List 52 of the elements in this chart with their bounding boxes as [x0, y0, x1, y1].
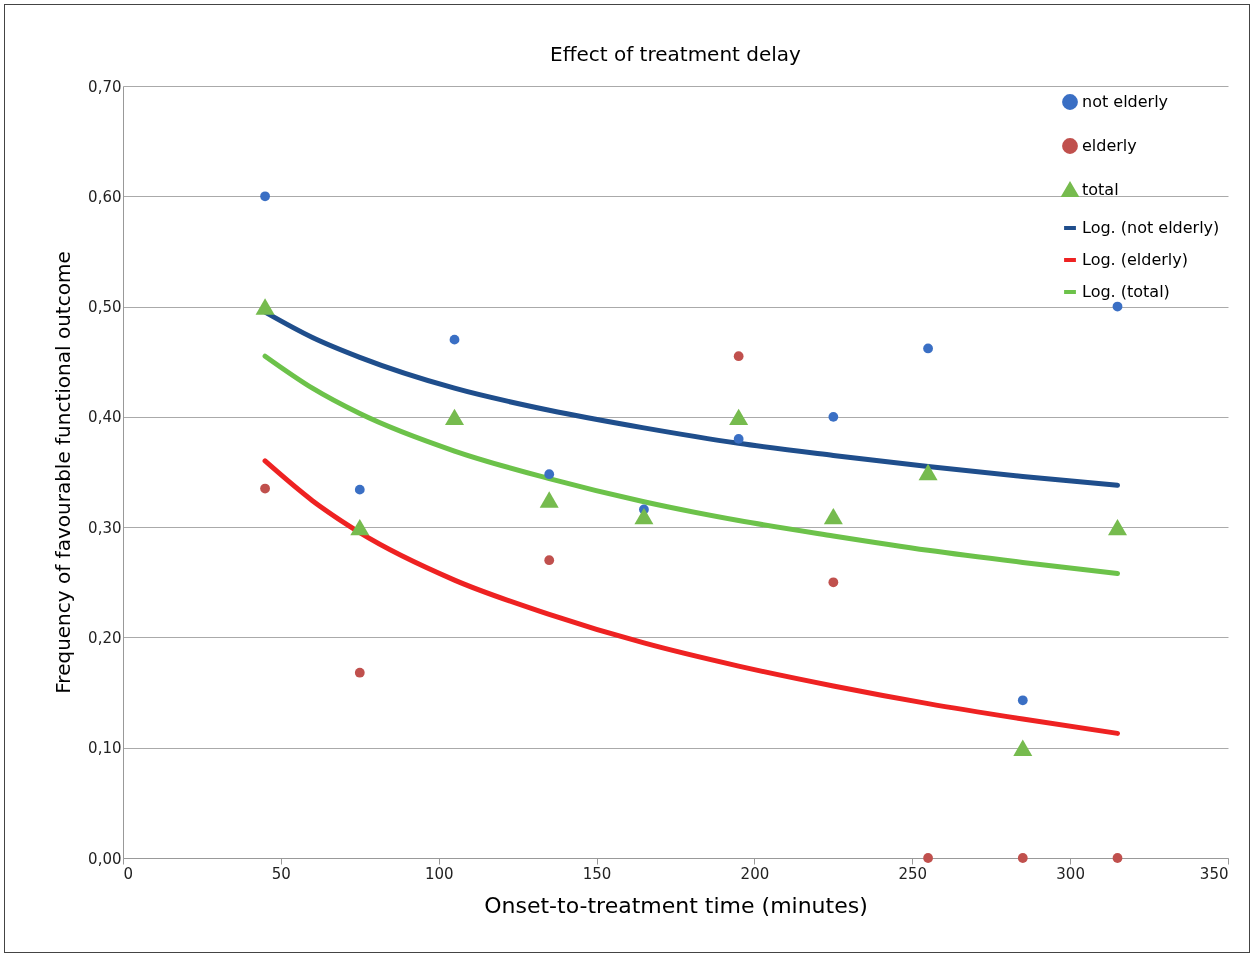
point	[544, 469, 555, 480]
point	[1112, 853, 1123, 863]
y-axis-title: Frequency of favourable functional outcome	[51, 251, 76, 694]
point	[823, 507, 843, 525]
y-tick-label: 0,00	[88, 849, 122, 868]
point	[539, 491, 559, 508]
legend-label: elderly	[1082, 136, 1137, 155]
x-tick-label: 300	[1056, 864, 1085, 883]
point	[1017, 695, 1028, 706]
point	[634, 507, 654, 525]
point	[1112, 301, 1123, 312]
point	[918, 463, 938, 481]
point	[350, 518, 370, 536]
point	[449, 334, 460, 345]
point	[923, 853, 933, 863]
point	[828, 577, 839, 588]
point	[733, 351, 744, 362]
x-tick-label: 0	[123, 864, 134, 883]
point	[1017, 853, 1028, 863]
point	[255, 298, 275, 315]
y-tick-label: 0,30	[88, 518, 122, 537]
legend-label: total	[1082, 180, 1119, 199]
x-tick-label: 200	[740, 864, 770, 883]
point	[445, 408, 464, 426]
point	[260, 191, 270, 202]
legend-label: Log. (not elderly)	[1082, 218, 1220, 237]
y-tick-label: 0,70	[88, 77, 122, 96]
x-tick-label: 250	[898, 864, 928, 883]
legend-label: Log. (total)	[1082, 282, 1170, 301]
point	[354, 484, 365, 495]
legend-label: not elderly	[1082, 92, 1169, 111]
x-tick-label: 350	[1199, 864, 1229, 883]
x-axis-title: Onset-to-treatment time (minutes)	[484, 892, 868, 918]
point	[923, 343, 933, 354]
point	[828, 411, 839, 422]
chart-title: Effect of treatment delay	[550, 42, 802, 66]
y-tick-label: 0,10	[88, 739, 122, 758]
x-tick-label: 150	[582, 864, 612, 883]
y-tick-label: 0,60	[88, 187, 122, 206]
y-tick-label: 0,40	[88, 408, 122, 427]
y-tick-label: 0,50	[88, 298, 122, 317]
x-tick-label: 100	[424, 864, 454, 883]
legend-label: Log. (elderly)	[1082, 250, 1189, 269]
point	[544, 555, 555, 566]
point	[733, 434, 744, 444]
point	[354, 667, 365, 678]
point	[1108, 518, 1127, 536]
point	[729, 408, 749, 426]
x-tick-label: 50	[271, 864, 291, 883]
point	[260, 483, 270, 494]
y-tick-label: 0,20	[88, 628, 122, 647]
point	[1013, 739, 1033, 756]
